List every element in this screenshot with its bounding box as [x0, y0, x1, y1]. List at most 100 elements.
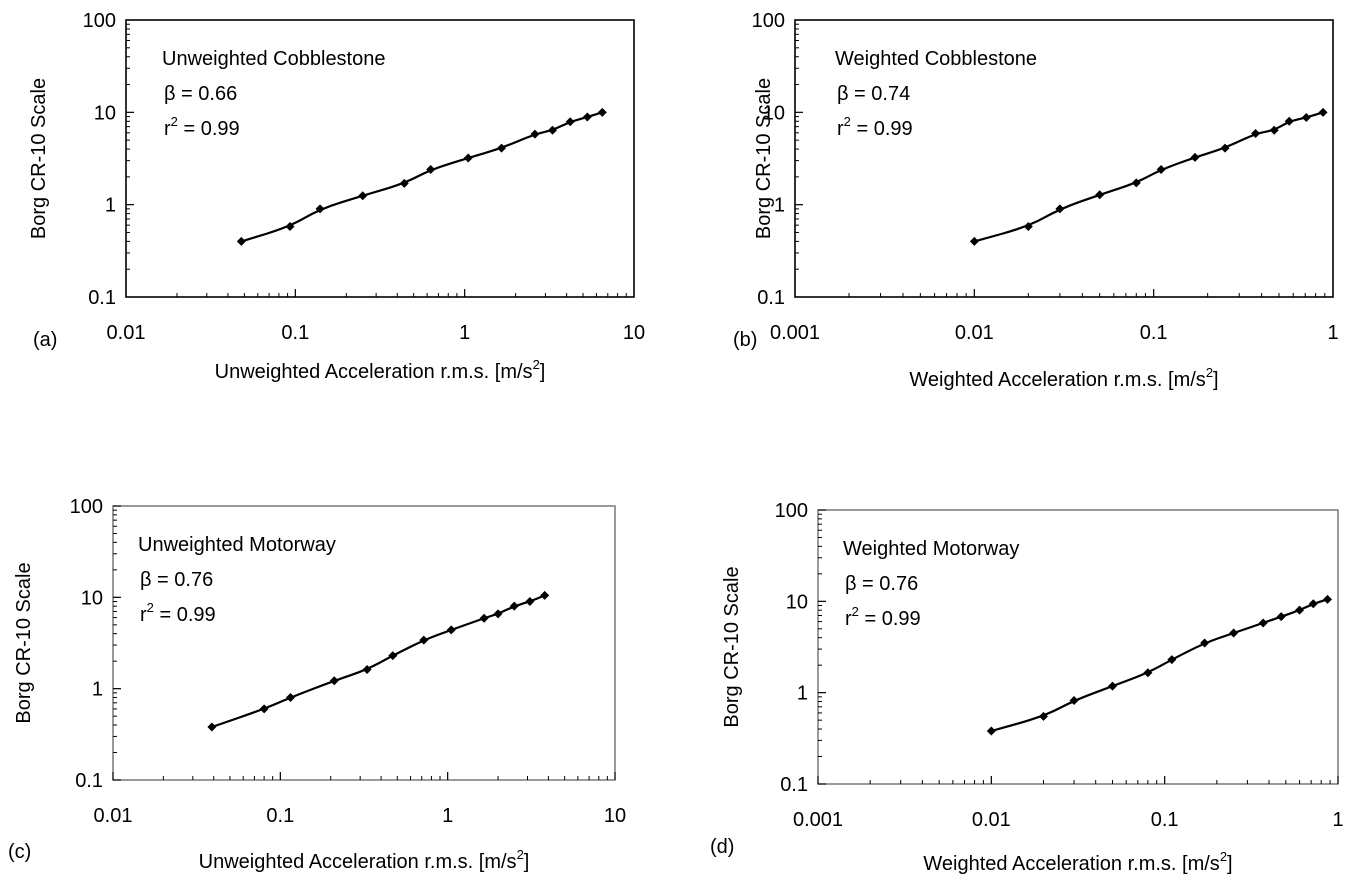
data-point — [525, 597, 535, 607]
x-axis-title-sup: 2 — [1220, 849, 1227, 864]
x-axis-title: Unweighted Acceleration r.m.s. [m/s2] — [199, 847, 530, 873]
data-point — [1284, 116, 1294, 126]
data-point — [207, 722, 217, 732]
data-point — [1220, 143, 1230, 153]
y-tick-label: 0.1 — [780, 774, 808, 796]
data-point — [388, 651, 398, 661]
x-axis-title-end: ] — [1213, 369, 1219, 391]
annotation-beta: β = 0.66 — [164, 83, 237, 105]
y-tick-label: 1 — [105, 195, 116, 217]
series-line — [241, 111, 603, 243]
chart-panel: 0.1 1 10 100 0.01 0.1 1 10 Unweighted Accelerati… — [28, 10, 645, 383]
annotation-r2-rest: = 0.99 — [851, 118, 913, 140]
x-tick-label: 0.01 — [955, 322, 994, 344]
y-axis-title: Borg CR-10 Scale — [721, 566, 743, 727]
panel-label: (b) — [733, 329, 757, 351]
data-point — [986, 726, 996, 736]
y-tick-label: 0.1 — [88, 287, 116, 309]
plot-frame — [112, 505, 616, 781]
annotation-title: Unweighted Cobblestone — [162, 48, 386, 70]
data-point — [1229, 628, 1239, 638]
annotation-r2-sup: 2 — [171, 114, 178, 129]
series-line — [974, 111, 1324, 243]
panel-label: (a) — [33, 329, 57, 351]
y-tick-label: 0.1 — [75, 770, 103, 792]
data-point — [969, 236, 979, 246]
x-tick-label: 0.1 — [281, 322, 309, 344]
data-point — [1190, 152, 1200, 162]
annotation-r2: r2 = 0.99 — [845, 604, 921, 630]
x-axis-title-main: Unweighted Acceleration r.m.s. [m/s — [199, 851, 517, 873]
data-point — [259, 704, 269, 714]
annotation-r2-sup: 2 — [852, 604, 859, 619]
data-point — [530, 129, 540, 139]
data-point — [236, 236, 246, 246]
y-tick-label: 1 — [797, 683, 808, 705]
annotation-title: Weighted Cobblestone — [835, 48, 1037, 70]
data-point — [1301, 112, 1311, 122]
data-point — [1023, 222, 1033, 232]
x-axis-title-main: Weighted Acceleration r.m.s. [m/s — [909, 369, 1205, 391]
y-tick-label: 100 — [70, 496, 103, 518]
data-point — [1107, 681, 1117, 691]
data-point — [1251, 128, 1261, 138]
y-tick-label: 1 — [92, 679, 103, 701]
x-tick-label: 0.1 — [1151, 809, 1179, 831]
data-point — [547, 125, 557, 135]
data-point — [399, 178, 409, 188]
data-point — [1095, 190, 1105, 200]
data-point — [597, 107, 607, 117]
y-axis-title: Borg CR-10 Scale — [28, 78, 50, 239]
data-point — [1323, 594, 1333, 604]
x-axis-title-main: Weighted Acceleration r.m.s. [m/s — [923, 853, 1219, 875]
x-tick-label: 10 — [623, 322, 645, 344]
x-axis-title-sup: 2 — [1206, 365, 1213, 380]
data-point — [463, 153, 473, 163]
y-tick-label: 10 — [786, 591, 808, 613]
data-point — [582, 112, 592, 122]
annotation-r2-base: r — [140, 604, 147, 626]
data-point — [479, 613, 489, 623]
y-tick-label: 1 — [774, 195, 785, 217]
y-tick-label: 100 — [775, 500, 808, 522]
x-tick-label: 0.1 — [1140, 322, 1168, 344]
x-tick-label: 1 — [442, 805, 453, 827]
annotation-r2-sup: 2 — [147, 600, 154, 615]
x-axis-title-end: ] — [1227, 853, 1233, 875]
y-tick-label: 100 — [83, 10, 116, 32]
data-point — [1258, 618, 1268, 628]
x-tick-label: 0.01 — [94, 805, 133, 827]
data-point — [540, 590, 550, 600]
x-tick-label: 0.001 — [770, 322, 820, 344]
panel-label: (d) — [710, 836, 734, 858]
data-point — [419, 635, 429, 645]
data-point — [493, 609, 503, 619]
annotation-title: Weighted Motorway — [843, 538, 1019, 560]
annotation-beta: β = 0.74 — [837, 83, 910, 105]
plot-frame — [794, 19, 1334, 298]
data-point — [426, 165, 436, 175]
annotation-r2-base: r — [837, 118, 844, 140]
data-point — [565, 117, 575, 127]
data-point — [1156, 165, 1166, 175]
data-point — [509, 601, 519, 611]
data-point — [1200, 638, 1210, 648]
panel-label: (c) — [8, 841, 31, 863]
data-point — [496, 143, 506, 153]
chart-panel: 0.1 1 10 100 0.001 0.01 0.1 1 Weighted Accelerat… — [733, 10, 1339, 391]
data-point — [1269, 125, 1279, 135]
x-axis-title-end: ] — [540, 361, 546, 383]
annotation-r2-rest: = 0.99 — [154, 604, 216, 626]
data-point — [1131, 178, 1141, 188]
annotation-title: Unweighted Motorway — [138, 534, 336, 556]
x-axis-title-sup: 2 — [533, 357, 540, 372]
y-tick-label: 10 — [94, 102, 116, 124]
chart-panel: 0.1 1 10 100 0.01 0.1 1 10 Unweighted Accelerati… — [8, 496, 626, 873]
x-axis-title: Unweighted Acceleration r.m.s. [m/s2] — [215, 357, 546, 383]
data-point — [1308, 599, 1318, 609]
series-line — [991, 598, 1328, 733]
y-tick-label: 100 — [752, 10, 785, 32]
data-point — [362, 665, 372, 675]
data-point — [1276, 612, 1286, 622]
x-axis-title-main: Unweighted Acceleration r.m.s. [m/s — [215, 361, 533, 383]
